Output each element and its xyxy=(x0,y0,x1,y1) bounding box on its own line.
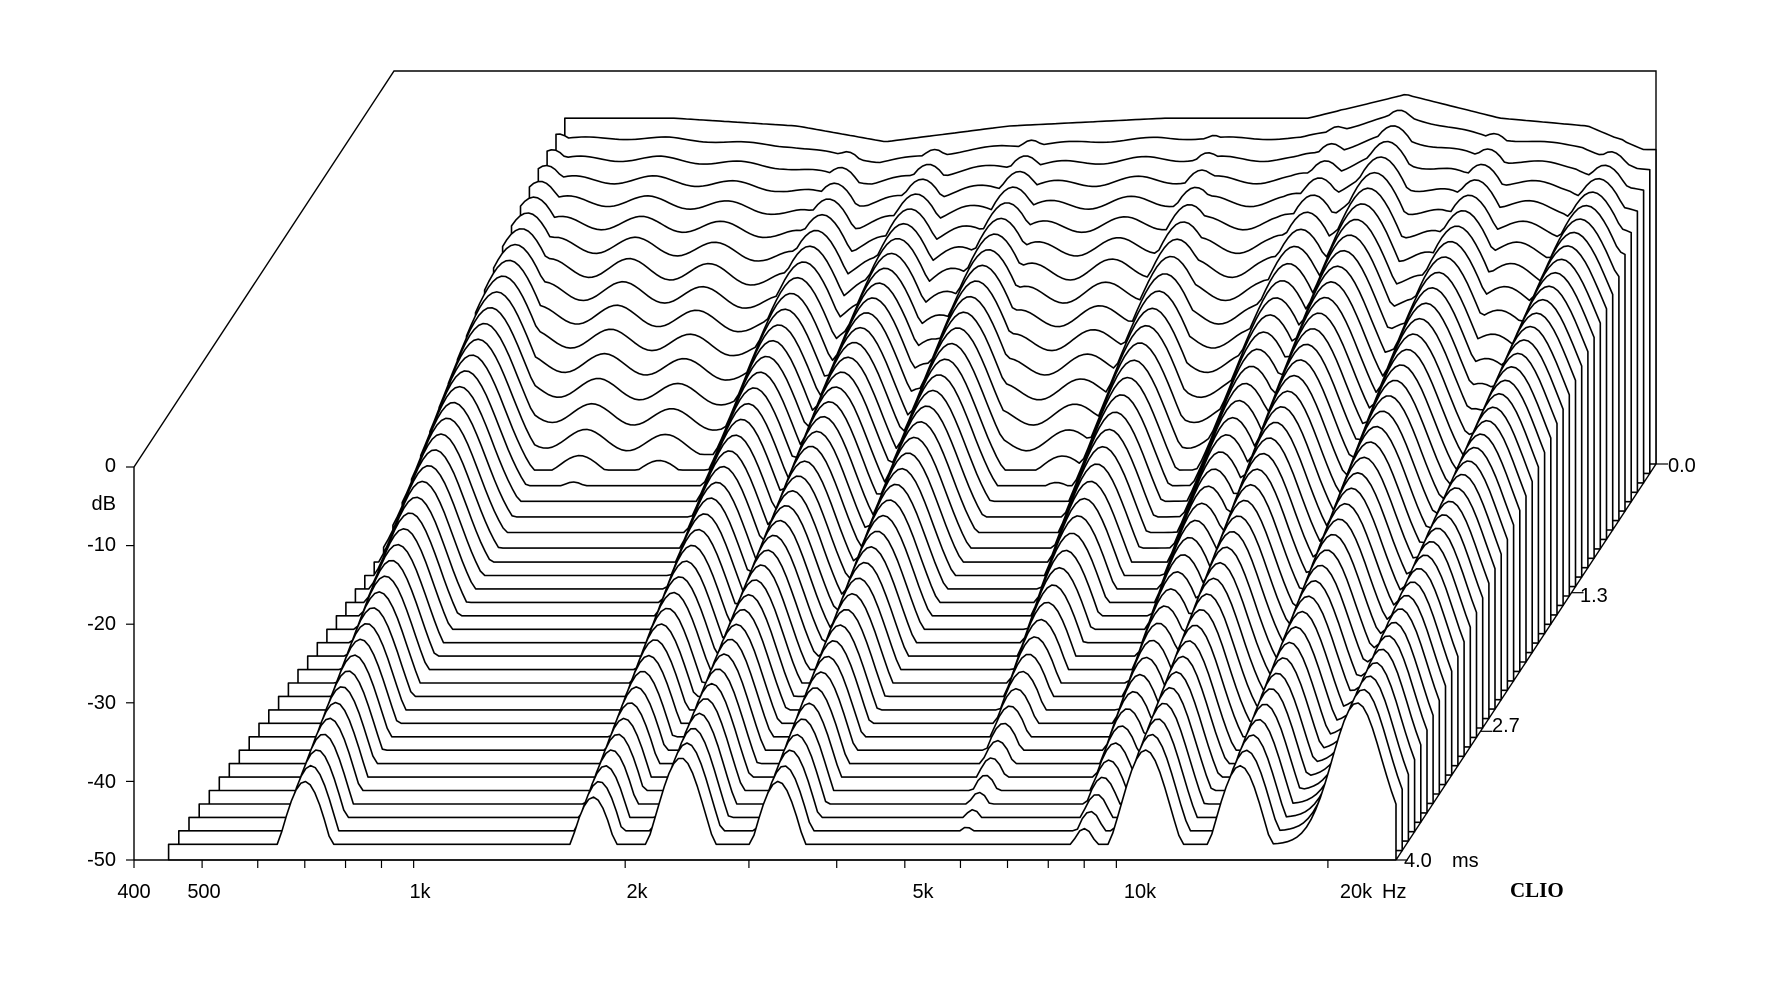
z-tick-label: -40 xyxy=(87,771,116,793)
decay-slice xyxy=(188,675,1410,842)
z-tick-label: -50 xyxy=(87,849,116,871)
time-tick-label: 4.0 xyxy=(1404,850,1432,872)
time-tick-label: 0.0 xyxy=(1668,455,1696,477)
z-axis-ticks: 0 -10 -20 -30 -40 -50 dB xyxy=(87,455,116,871)
time-tick-label: 1.3 xyxy=(1580,585,1608,607)
x-tick-label: 2k xyxy=(626,881,648,903)
z-tick-label: -30 xyxy=(87,692,116,714)
x-tick-label: 5k xyxy=(912,881,934,903)
x-tick-label: 400 xyxy=(117,881,150,903)
brand-logo: CLIO xyxy=(1510,878,1564,902)
decay-slice xyxy=(198,662,1416,833)
decay-slice xyxy=(167,702,1397,861)
x-axis-ticks: 400 500 1k 2k 5k 10k 20k Hz xyxy=(117,881,1406,903)
x-tick-label: 20k xyxy=(1340,881,1373,903)
z-tick-label: -20 xyxy=(87,613,116,635)
x-tick-label: 1k xyxy=(409,881,431,903)
x-tick-label: 10k xyxy=(1124,881,1157,903)
axes xyxy=(126,463,1668,868)
z-axis-label: dB xyxy=(92,493,116,515)
z-tick-label: 0 xyxy=(105,455,116,477)
x-tick-label: 500 xyxy=(187,881,220,903)
x-axis-unit: Hz xyxy=(1382,881,1406,903)
time-axis-ticks: 0.0 1.3 2.7 4.0 ms xyxy=(1404,455,1696,872)
time-axis-line xyxy=(1395,463,1657,861)
decay-slices xyxy=(167,93,1657,861)
z-tick-label: -10 xyxy=(87,534,116,556)
time-tick-label: 2.7 xyxy=(1492,715,1520,737)
time-axis-unit: ms xyxy=(1452,850,1479,872)
